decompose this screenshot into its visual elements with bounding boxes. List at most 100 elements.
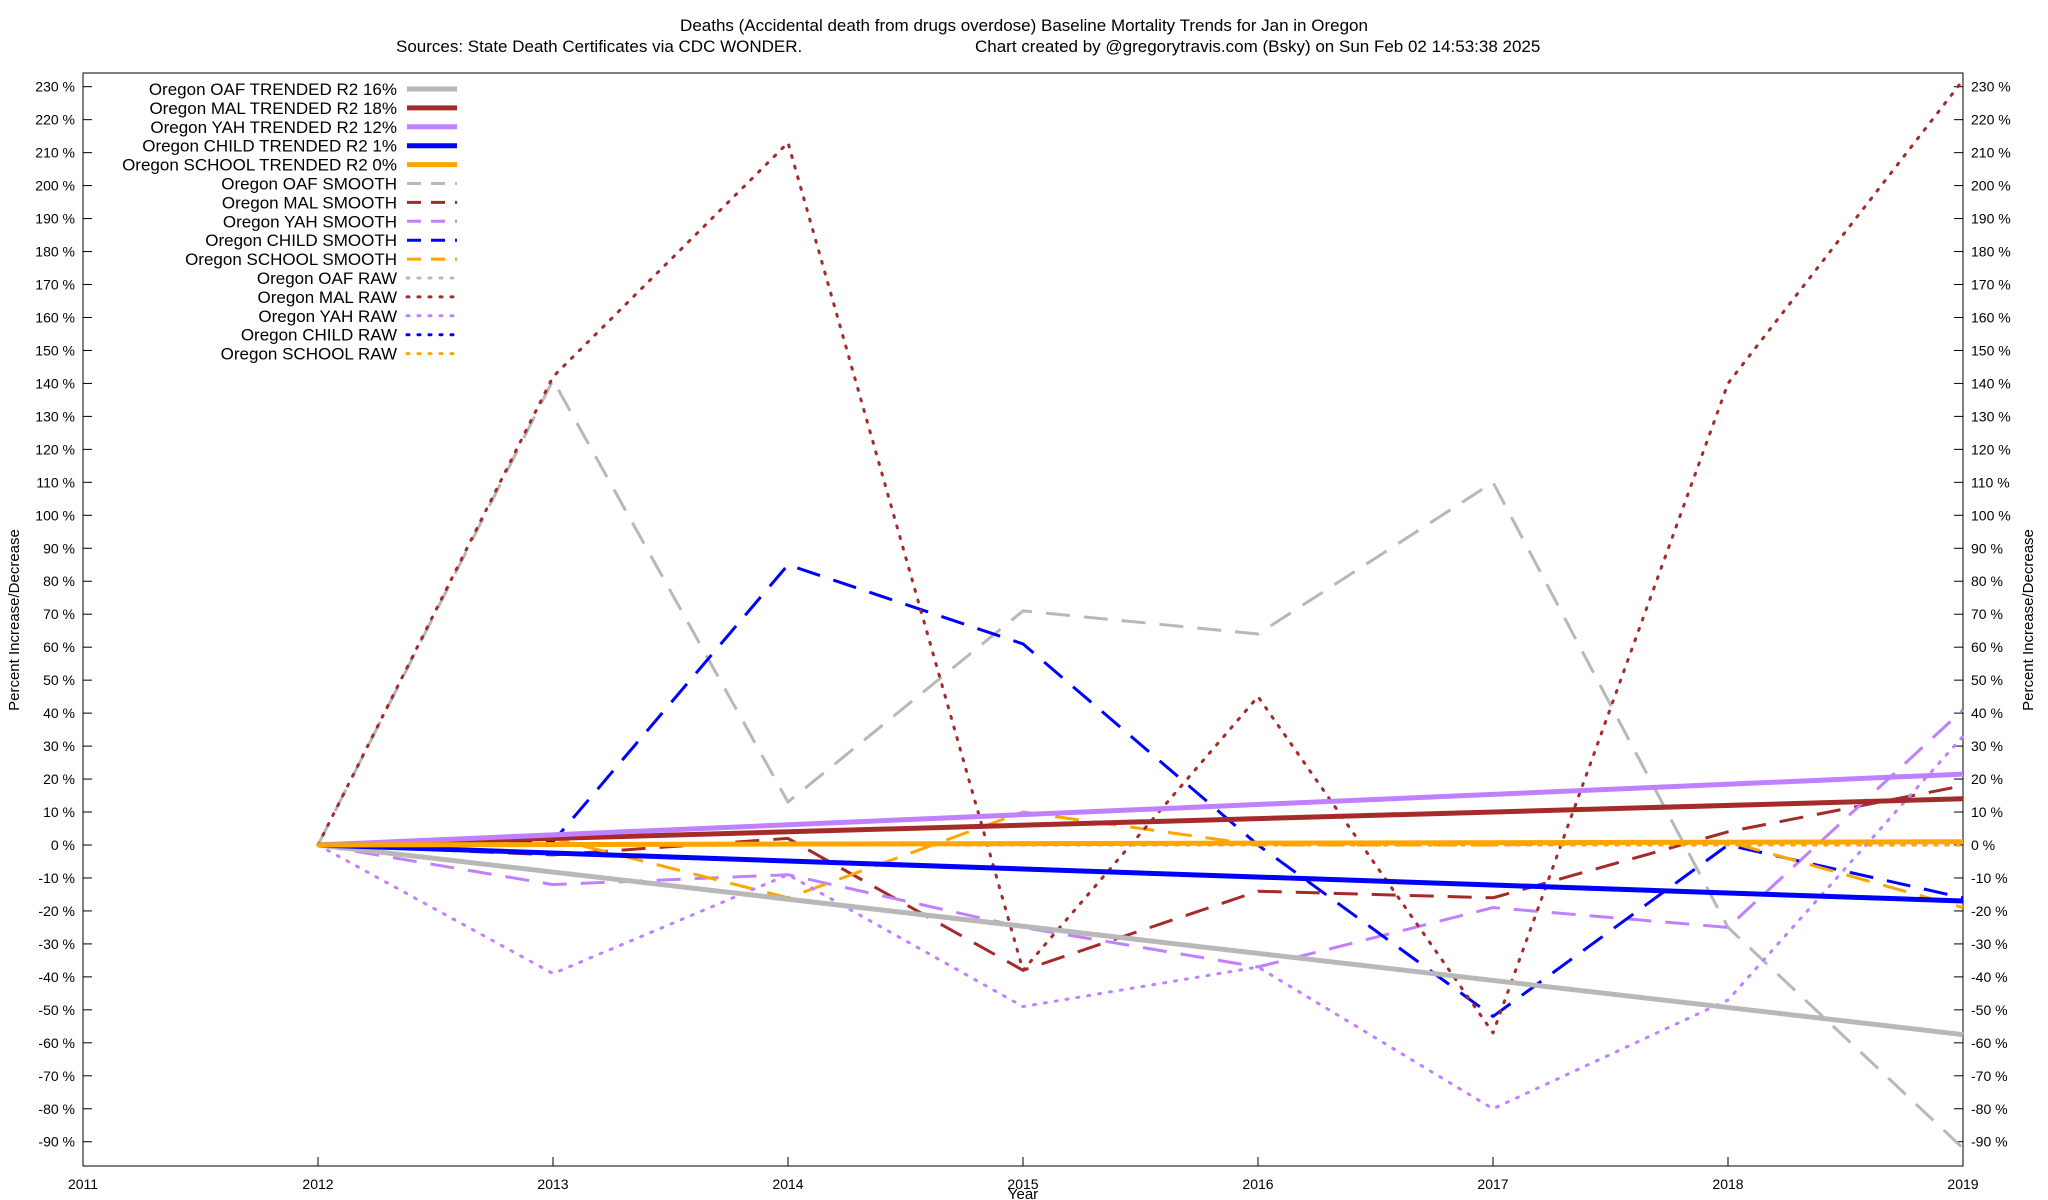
legend-label: Oregon MAL RAW [257, 288, 397, 307]
x-tick-label: 2017 [1477, 1176, 1508, 1192]
y-tick-label-right: 30 % [1971, 738, 2003, 754]
y-tick-label-left: -10 % [38, 870, 75, 886]
y-tick-label-left: 160 % [35, 309, 75, 325]
y-tick-label-right: 210 % [1971, 145, 2011, 161]
series-line-oregon-school-smooth [317, 810, 1964, 910]
y-tick-label-left: 10 % [43, 804, 75, 820]
y-tick-label-left: 200 % [35, 178, 75, 194]
y-tick-label-right: 190 % [1971, 211, 2011, 227]
legend-label: Oregon OAF TRENDED R2 16% [149, 80, 397, 99]
y-tick-label-right: -90 % [1971, 1134, 2008, 1150]
legend-label: Oregon CHILD SMOOTH [205, 231, 397, 250]
x-tick-label: 2019 [1947, 1176, 1978, 1192]
chart-subtitle-left: Sources: State Death Certificates via CD… [396, 37, 802, 56]
y-tick-label-right: 60 % [1971, 639, 2003, 655]
series-layer [316, 78, 1965, 1150]
y-tick-label-left: 100 % [35, 507, 75, 523]
y-tick-label-right: 220 % [1971, 112, 2011, 128]
y-tick-label-right: 90 % [1971, 540, 2003, 556]
y-tick-label-right: 10 % [1971, 804, 2003, 820]
chart-title: Deaths (Accidental death from drugs over… [680, 16, 1368, 35]
y-tick-label-left: 70 % [43, 606, 75, 622]
series-line-oregon-mal-trended-r2-18 [317, 796, 1964, 848]
y-tick-label-left: -90 % [38, 1134, 75, 1150]
x-tick-label: 2012 [302, 1176, 333, 1192]
y-tick-label-left: 190 % [35, 211, 75, 227]
y-tick-label-left: 130 % [35, 408, 75, 424]
y-tick-label-right: 180 % [1971, 244, 2011, 260]
x-tick-label: 2018 [1712, 1176, 1743, 1192]
y-axis-label-left: Percent Increase/Decrease [6, 529, 23, 711]
y-tick-label-left: 20 % [43, 771, 75, 787]
y-tick-label-right: -40 % [1971, 969, 2008, 985]
legend-label: Oregon MAL SMOOTH [222, 193, 397, 212]
chart-subtitle-right: Chart created by @gregorytravis.com (Bsk… [975, 37, 1540, 56]
y-tick-label-right: -50 % [1971, 1002, 2008, 1018]
x-tick-label: 2011 [68, 1176, 98, 1192]
legend-label: Oregon SCHOOL SMOOTH [185, 250, 397, 269]
y-tick-label-right: -70 % [1971, 1068, 2008, 1084]
x-axis-ticks: 2011 2012 2013 2014 2015 2016 2017 2018 2019 [68, 1157, 1979, 1192]
y-axis-ticks: 230 % 230 % 220 % 220 % 210 % 210 % 200 % 200 %… [35, 79, 2010, 1150]
series-line-oregon-mal-raw [316, 78, 1965, 1035]
y-tick-label-right: 130 % [1971, 408, 2011, 424]
y-tick-label-left: -40 % [38, 969, 75, 985]
y-tick-label-right: 20 % [1971, 771, 2003, 787]
y-tick-label-left: 180 % [35, 244, 75, 260]
x-tick-label: 2013 [537, 1176, 568, 1192]
y-tick-label-left: -20 % [38, 903, 75, 919]
y-tick-label-right: 200 % [1971, 178, 2011, 194]
y-tick-label-left: 110 % [36, 474, 75, 490]
y-tick-label-left: -80 % [38, 1101, 75, 1117]
y-tick-label-left: 210 % [35, 145, 75, 161]
y-tick-label-right: 50 % [1971, 672, 2003, 688]
y-tick-label-right: 100 % [1971, 507, 2011, 523]
y-tick-label-right: 110 % [1971, 474, 2010, 490]
y-tick-label-left: 140 % [35, 375, 75, 391]
y-tick-label-right: 160 % [1971, 309, 2011, 325]
series-line-oregon-yah-trended-r2-12 [317, 771, 1964, 848]
legend: Oregon OAF TRENDED R2 16%Oregon MAL TREN… [122, 80, 459, 364]
x-tick-label: 2014 [772, 1176, 803, 1192]
y-tick-label-left: -70 % [38, 1068, 75, 1084]
y-tick-label-right: 80 % [1971, 573, 2003, 589]
y-tick-label-left: 120 % [35, 441, 75, 457]
y-tick-label-right: 0 % [1971, 837, 1995, 853]
y-tick-label-left: 50 % [43, 672, 75, 688]
y-tick-label-right: 40 % [1971, 705, 2003, 721]
y-tick-label-left: 230 % [35, 79, 75, 95]
legend-label: Oregon OAF SMOOTH [221, 175, 397, 194]
y-tick-label-left: 170 % [35, 277, 75, 293]
series-line-oregon-oaf-smooth [316, 378, 1965, 1150]
series-line-oregon-yah-raw [316, 734, 1965, 1111]
y-tick-label-right: 120 % [1971, 441, 2011, 457]
legend-label: Oregon CHILD RAW [241, 326, 397, 345]
series-line-oregon-child-smooth [317, 563, 1964, 1018]
y-tick-label-right: 150 % [1971, 342, 2011, 358]
x-tick-label: 2016 [1242, 1176, 1273, 1192]
legend-label: Oregon YAH SMOOTH [223, 212, 397, 231]
legend-label: Oregon YAH RAW [258, 307, 397, 326]
y-tick-label-right: -10 % [1971, 870, 2008, 886]
y-tick-label-left: -30 % [38, 936, 75, 952]
x-axis-label: Year [1008, 1186, 1038, 1200]
y-tick-label-left: 60 % [43, 639, 75, 655]
legend-label: Oregon MAL TRENDED R2 18% [149, 99, 397, 118]
series-line-oregon-child-trended-r2-1 [317, 842, 1964, 904]
legend-label: Oregon OAF RAW [257, 269, 397, 288]
y-tick-label-left: -50 % [38, 1002, 75, 1018]
legend-label: Oregon YAH TRENDED R2 12% [150, 118, 397, 137]
legend-label: Oregon SCHOOL TRENDED R2 0% [122, 156, 397, 175]
y-tick-label-left: 0 % [51, 837, 75, 853]
y-tick-label-left: 30 % [43, 738, 75, 754]
legend-label: Oregon CHILD TRENDED R2 1% [142, 137, 397, 156]
y-tick-label-left: 80 % [43, 573, 75, 589]
y-axis-label-right: Percent Increase/Decrease [2020, 529, 2037, 711]
y-tick-label-right: -60 % [1971, 1035, 2008, 1051]
y-tick-label-left: -60 % [38, 1035, 75, 1051]
y-tick-label-left: 90 % [43, 540, 75, 556]
y-tick-label-right: 70 % [1971, 606, 2003, 622]
series-line-oregon-oaf-trended-r2-16 [317, 842, 1964, 1038]
x-tick-label: 2015 [1007, 1176, 1038, 1192]
